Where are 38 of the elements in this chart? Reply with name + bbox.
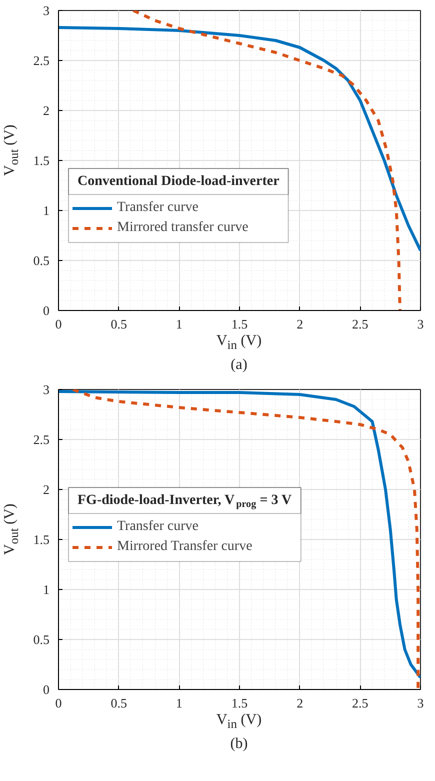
y-tick-label: 2 xyxy=(43,482,50,497)
x-tick-label: 0 xyxy=(55,316,62,332)
line-series xyxy=(58,26,420,252)
y-tick-label: 1 xyxy=(43,582,50,597)
x-tick-label: 3 xyxy=(417,316,424,332)
y-tick-label: 2 xyxy=(43,103,50,118)
y-tick-label: 0.5 xyxy=(33,253,50,268)
y-tick-label: 1.5 xyxy=(33,532,50,547)
legend-label: Mirrored transfer curve xyxy=(117,219,248,237)
legend-label: Transfer curve xyxy=(117,518,199,536)
x-axis-title: V$_{in}$ (V) xyxy=(215,711,263,733)
y-tick-label: 3 xyxy=(43,3,50,18)
x-tick-label: 3 xyxy=(417,696,424,710)
x-tick-label: 0.5 xyxy=(110,696,127,710)
x-tick-label: 0 xyxy=(55,696,62,710)
legend-label: Mirrored Transfer curve xyxy=(117,538,252,556)
y-tick-label: 3 xyxy=(43,382,50,397)
x-tick-label: 0.5 xyxy=(110,316,127,332)
x-axis-title: V$_{in}$ (V) xyxy=(215,332,263,354)
y-tick-label: 1 xyxy=(43,203,50,218)
x-tick-label: 1.5 xyxy=(231,316,248,332)
x-tick-label: 1.5 xyxy=(231,696,248,710)
x-tick-label: 2.5 xyxy=(352,696,368,710)
legend-title: Conventional Diode-load-inverter xyxy=(78,174,280,189)
y-tick-label: 2.5 xyxy=(33,432,50,447)
y-tick-label: 0 xyxy=(43,682,50,697)
y-tick-label: 1.5 xyxy=(33,153,50,168)
y-tick-label: 0.5 xyxy=(33,632,50,647)
y-tick-label: 2.5 xyxy=(33,53,50,68)
x-tick-label: 2.5 xyxy=(352,316,368,332)
x-tick-label: 2 xyxy=(296,316,304,332)
y-tick-label: 0 xyxy=(43,303,50,318)
x-tick-label: 1 xyxy=(176,696,182,710)
x-tick-label: 2 xyxy=(296,696,304,710)
text: (b) xyxy=(229,735,249,754)
x-tick-label: 1 xyxy=(176,316,182,332)
legend-label: Transfer curve xyxy=(117,199,199,217)
text: (a) xyxy=(230,356,248,375)
